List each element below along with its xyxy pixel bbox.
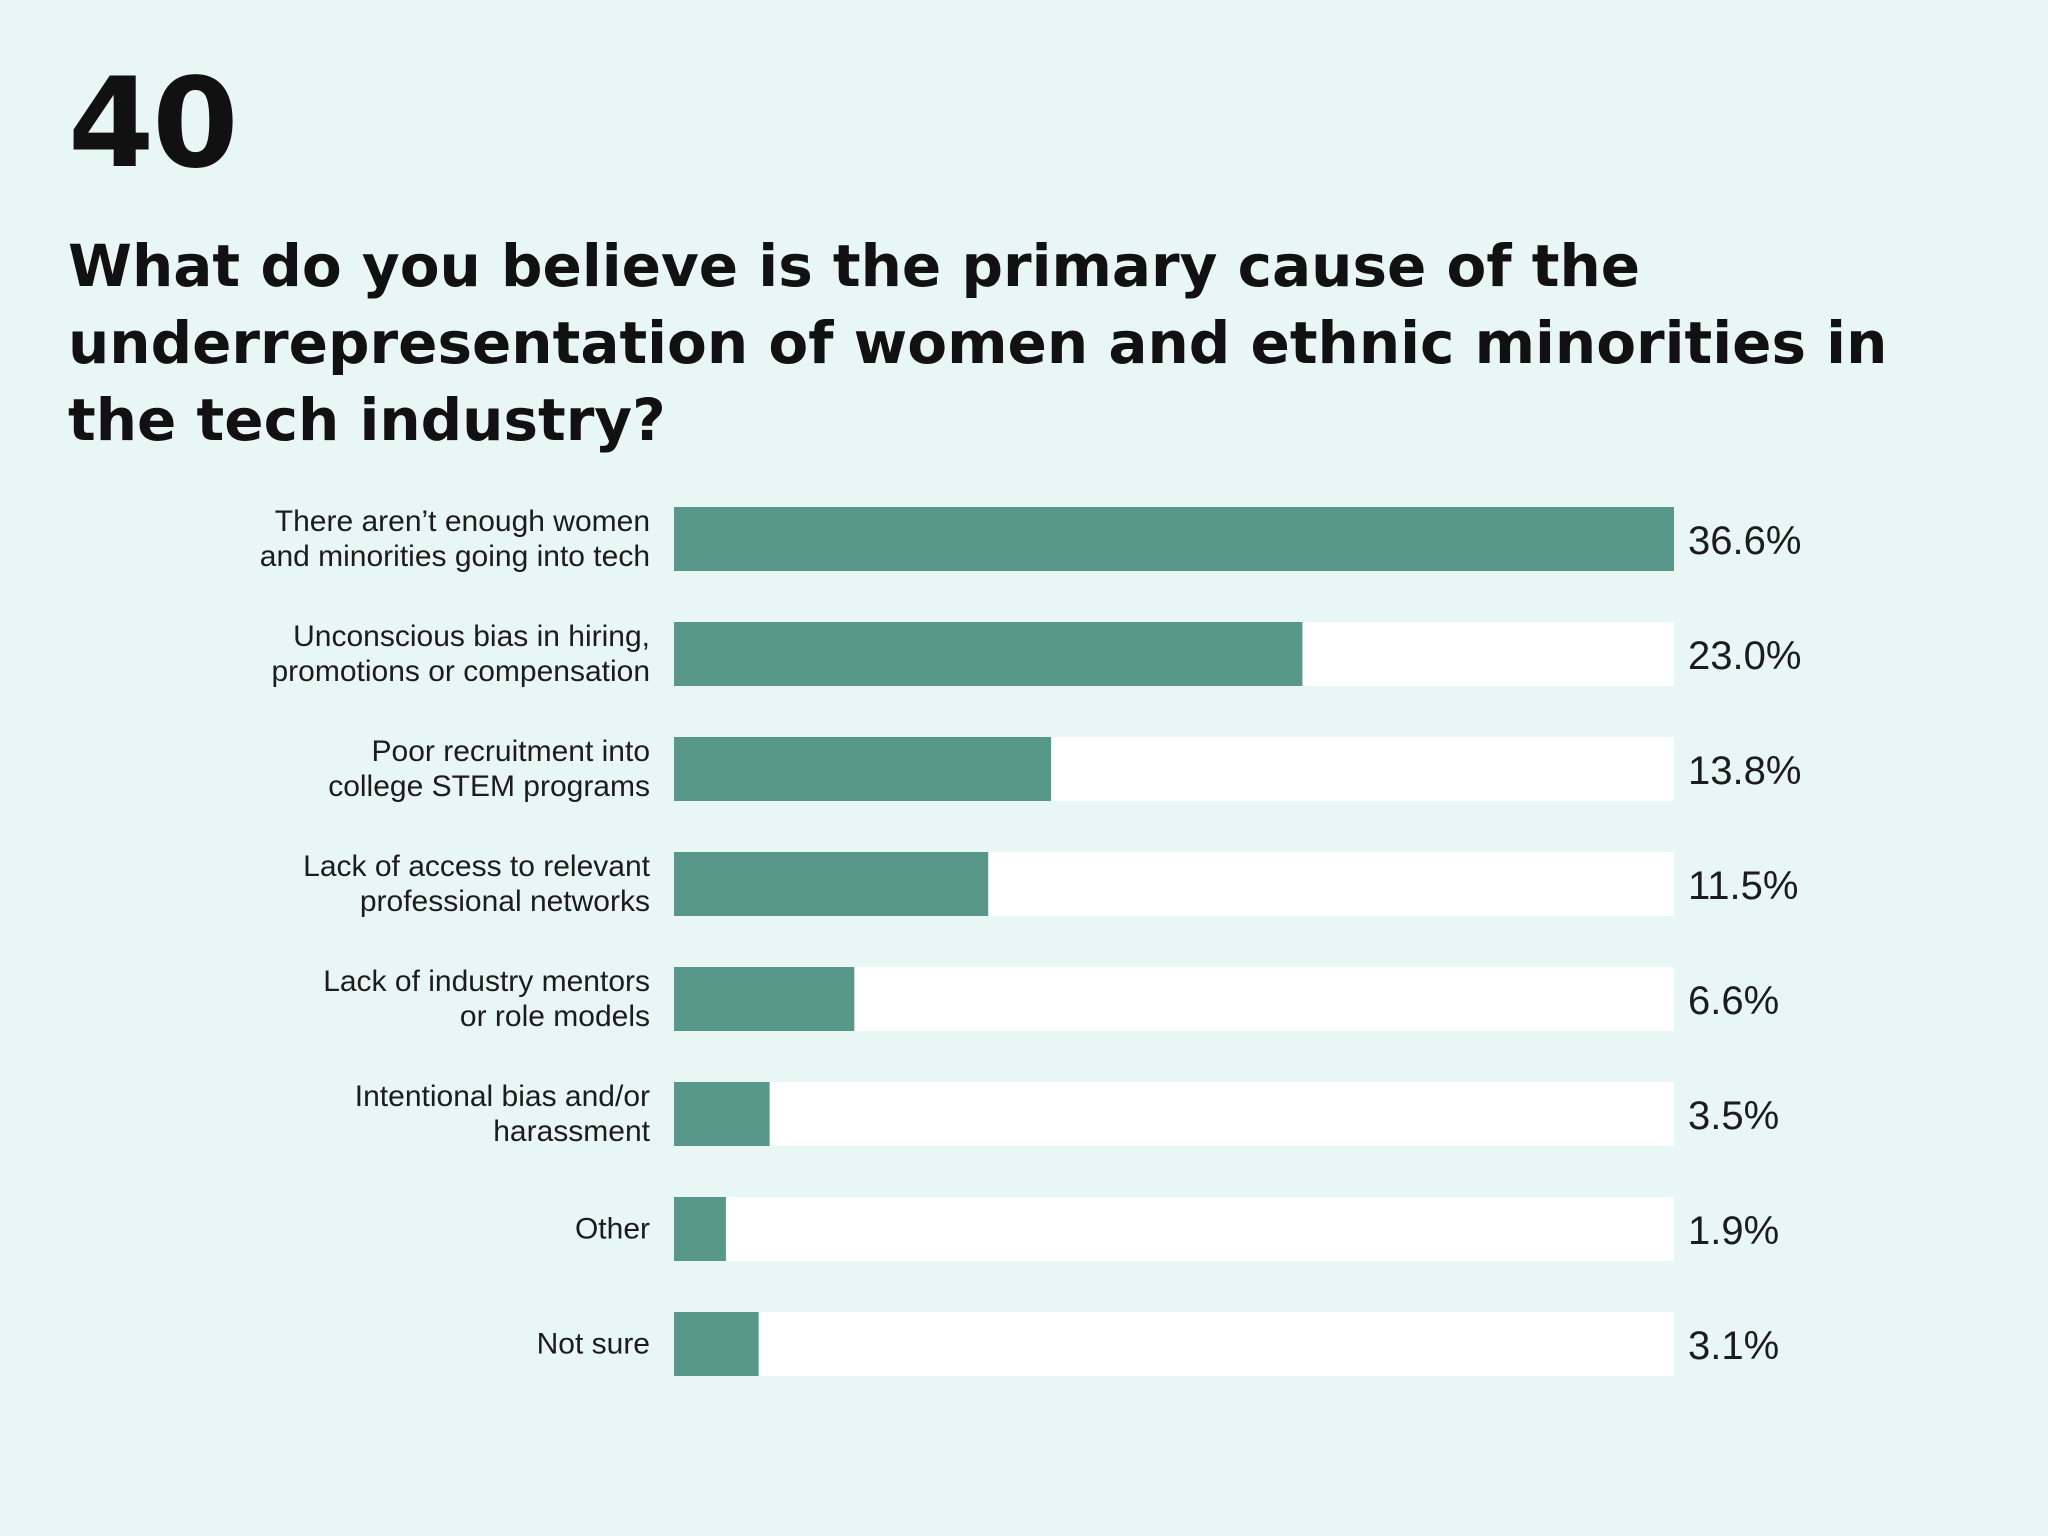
bar-track bbox=[674, 1312, 1674, 1376]
bar bbox=[674, 967, 855, 1031]
bar bbox=[674, 622, 1303, 686]
bar bbox=[674, 507, 1674, 571]
category-label: or role models bbox=[460, 1000, 650, 1033]
value-label: 36.6% bbox=[1688, 519, 1801, 563]
category-label: and minorities going into tech bbox=[260, 540, 650, 573]
bar bbox=[674, 1312, 759, 1376]
bar-track bbox=[674, 1197, 1674, 1261]
value-label: 13.8% bbox=[1688, 749, 1801, 793]
value-label: 1.9% bbox=[1688, 1209, 1779, 1253]
category-label: college STEM programs bbox=[328, 770, 650, 803]
value-label: 23.0% bbox=[1688, 634, 1801, 678]
category-label: harassment bbox=[493, 1115, 650, 1148]
category-label: promotions or compensation bbox=[271, 655, 650, 688]
value-label: 3.1% bbox=[1688, 1324, 1779, 1368]
page-number: 40 bbox=[68, 52, 239, 196]
bar bbox=[674, 852, 989, 916]
category-label: Other bbox=[575, 1213, 650, 1246]
chart-question-title: What do you believe is the primary cause… bbox=[68, 232, 1888, 454]
value-label: 3.5% bbox=[1688, 1094, 1779, 1138]
category-label: professional networks bbox=[360, 885, 650, 918]
category-label: Intentional bias and/or bbox=[355, 1080, 650, 1113]
value-label: 6.6% bbox=[1688, 979, 1779, 1023]
category-label: Unconscious bias in hiring, bbox=[293, 620, 650, 653]
bar bbox=[674, 1082, 770, 1146]
bar-track bbox=[674, 1082, 1674, 1146]
category-label: Poor recruitment into bbox=[372, 735, 650, 768]
value-label: 11.5% bbox=[1688, 864, 1798, 908]
category-label: Lack of access to relevant bbox=[303, 850, 651, 883]
category-label: Not sure bbox=[537, 1328, 650, 1361]
bar bbox=[674, 737, 1052, 801]
category-label: Lack of industry mentors bbox=[323, 965, 650, 998]
category-label: There aren’t enough women bbox=[275, 505, 650, 538]
bar bbox=[674, 1197, 726, 1261]
